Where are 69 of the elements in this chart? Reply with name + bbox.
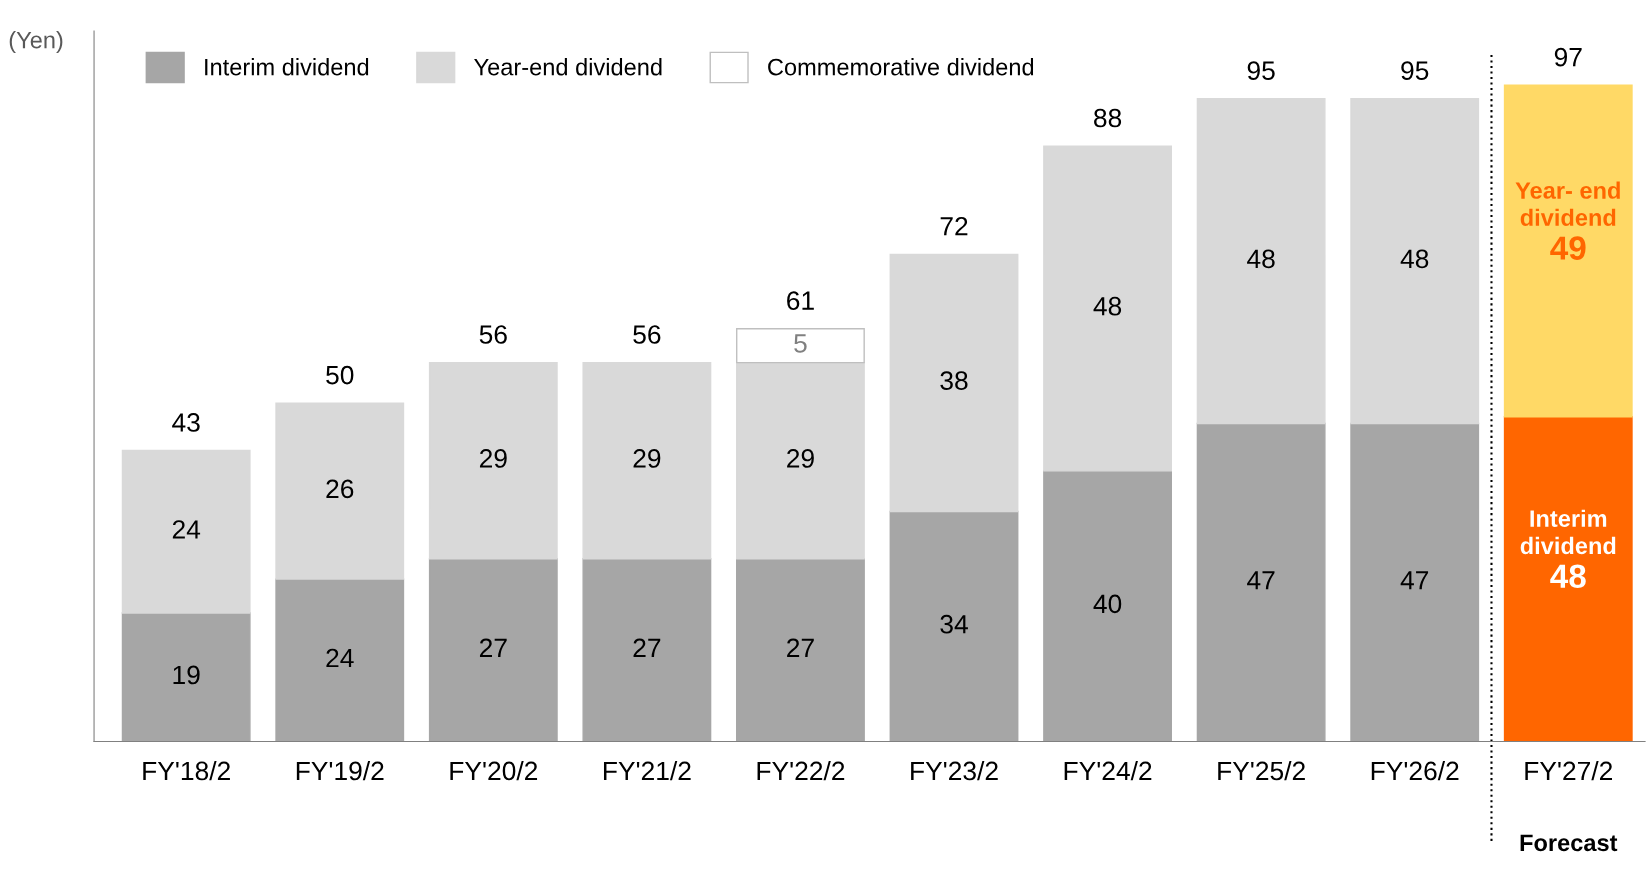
bar: [428, 361, 558, 560]
bar: [736, 558, 865, 742]
bar: [275, 402, 405, 580]
data-label: 5: [794, 334, 807, 353]
bar: [736, 328, 865, 364]
bar: [1043, 470, 1172, 742]
data-label: 26: [326, 479, 354, 499]
total-label: 50: [326, 365, 354, 385]
bar: [1350, 98, 1480, 425]
total-label: 95: [1247, 61, 1275, 80]
annotation: Interim dividend: [1520, 509, 1616, 555]
data-label: 47: [1247, 571, 1275, 590]
bar: [1196, 422, 1326, 742]
bar: [275, 578, 405, 742]
total-label: 56: [479, 325, 507, 344]
data-label: 48: [1093, 296, 1122, 316]
x-tick-label: FY'24/2: [1064, 760, 1152, 781]
total-label: 95: [1401, 61, 1429, 80]
x-tick-label: FY'21/2: [603, 760, 691, 781]
x-tick-label: FY'27/2: [1525, 760, 1612, 781]
text: Forecast: [1520, 834, 1618, 852]
data-label: 24: [172, 520, 201, 539]
bar: [1350, 422, 1480, 742]
x-tick-label: FY'19/2: [296, 760, 384, 781]
data-label: 34: [940, 614, 968, 634]
total-label: 43: [172, 413, 200, 432]
data-label: 27: [633, 638, 661, 657]
y-axis-title: (Yen): [9, 31, 63, 54]
total-label: 61: [787, 291, 814, 311]
bar: [582, 361, 712, 560]
x-tick-label: FY'22/2: [757, 760, 845, 781]
x-tick-label: FY'20/2: [450, 760, 538, 781]
bar: [736, 361, 865, 560]
x-tick-label: FY'18/2: [143, 760, 230, 781]
total-label: 97: [1554, 47, 1582, 67]
x-tick-label: FY'26/2: [1371, 760, 1459, 781]
total-label: 56: [633, 325, 661, 344]
legend-label: Interim dividend: [205, 58, 369, 76]
data-label: 48: [1247, 249, 1275, 269]
data-label: 27: [787, 638, 814, 657]
data-label: 19: [173, 665, 200, 685]
bar: [1503, 84, 1633, 418]
bar: [428, 558, 558, 742]
x-tick-label: FY'25/2: [1218, 760, 1305, 781]
data-label: 40: [1093, 594, 1122, 614]
data-label: 49: [1550, 236, 1586, 260]
data-label: 29: [633, 449, 661, 468]
legend-label: Year-end dividend: [474, 58, 662, 76]
total-label: 72: [940, 216, 968, 236]
data-label: 27: [479, 638, 507, 657]
bar: [889, 253, 1019, 513]
legend-label: Commemorative dividend: [768, 58, 1034, 76]
bar: [1196, 98, 1326, 425]
data-label: 24: [326, 648, 354, 668]
bar: [121, 449, 251, 614]
data-label: 29: [787, 449, 814, 468]
bar: [889, 510, 1019, 742]
bar: [1043, 145, 1172, 472]
total-label: 88: [1094, 108, 1122, 128]
bar: [121, 612, 251, 742]
data-label: 38: [940, 371, 968, 390]
data-label: 48: [1550, 564, 1586, 589]
bar: [1503, 416, 1633, 742]
x-tick-label: FY'23/2: [911, 760, 998, 781]
data-label: 48: [1400, 249, 1429, 269]
bar: [582, 558, 712, 742]
annotation: Year- end dividend: [1515, 181, 1620, 226]
data-label: 47: [1400, 571, 1429, 590]
data-label: 29: [479, 449, 507, 468]
